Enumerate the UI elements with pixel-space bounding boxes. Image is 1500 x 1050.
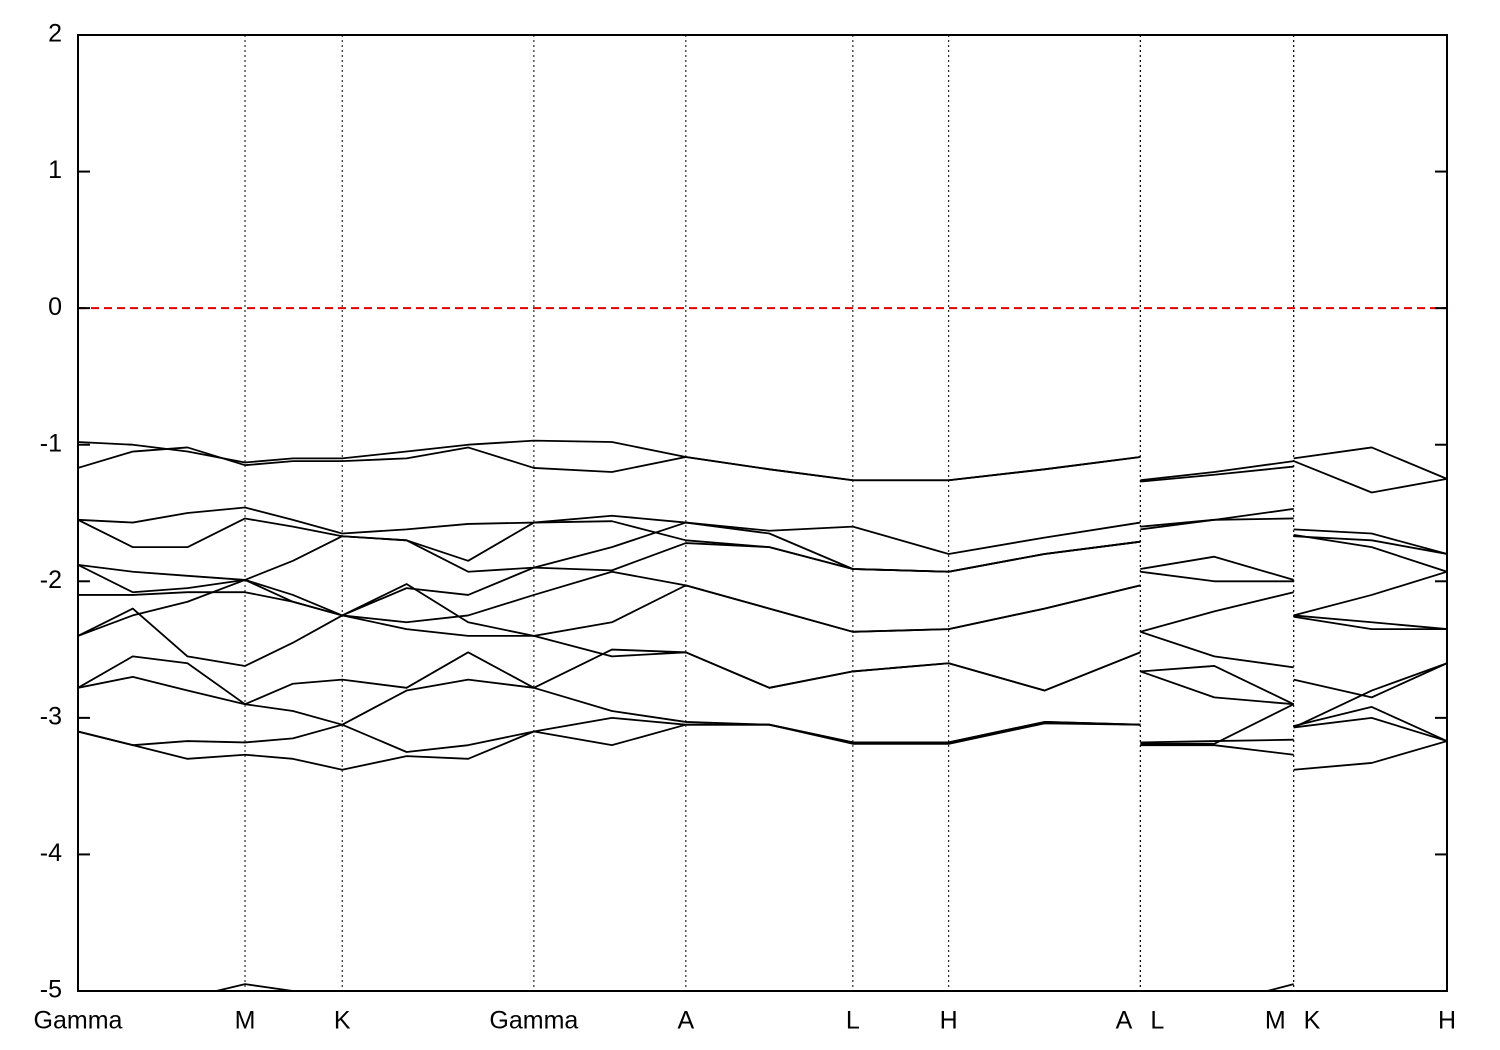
y-tick-label: -5 — [40, 976, 62, 1004]
y-tick-label: 2 — [48, 20, 62, 48]
band-line — [78, 579, 1447, 669]
band-line — [78, 722, 1447, 771]
x-tick-label: H — [940, 1007, 958, 1035]
plot-frame — [77, 34, 1448, 992]
y-tick-label: 0 — [48, 293, 62, 321]
band-line — [78, 446, 1447, 494]
x-tick-label: K — [1304, 1007, 1321, 1035]
x-tick-label: L — [846, 1007, 860, 1035]
x-tick-label: M — [1265, 1007, 1286, 1035]
x-tick-label: M — [235, 1007, 256, 1035]
x-tick-label: Gamma — [34, 1007, 123, 1035]
band-line — [78, 703, 1447, 753]
bands — [78, 439, 1447, 991]
band-line — [78, 648, 1447, 729]
x-tick-label: L — [1150, 1007, 1164, 1035]
x-tick-label: K — [334, 1007, 351, 1035]
x-tick-label: A — [1116, 1007, 1133, 1035]
band-line — [78, 540, 1447, 617]
x-tick-label: A — [677, 1007, 694, 1035]
y-tick-label: -4 — [40, 839, 62, 867]
x-tick-label: Gamma — [489, 1007, 578, 1035]
y-tick-label: -1 — [40, 429, 62, 457]
x-tick-label: H — [1438, 1007, 1456, 1035]
y-tick-label: 1 — [48, 156, 62, 184]
y-tick-label: -3 — [40, 702, 62, 730]
y-tick-label: -2 — [40, 566, 62, 594]
